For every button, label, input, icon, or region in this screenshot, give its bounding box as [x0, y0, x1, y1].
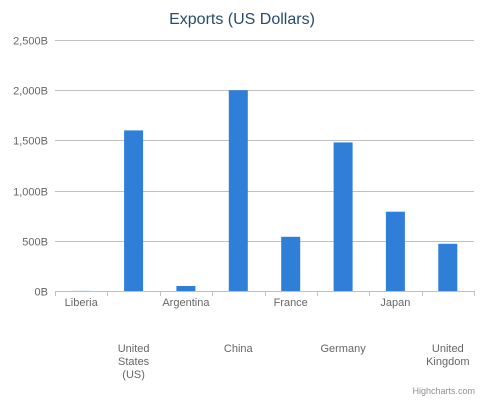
y-tick-label: 2,000B [13, 86, 48, 98]
x-tick-label-line: Japan [380, 297, 410, 309]
x-tick-label-line: United [118, 343, 150, 355]
chart-title: Exports (US Dollars) [169, 11, 315, 28]
credits-link[interactable]: Highcharts.com [412, 386, 475, 396]
y-tick-label: 0B [35, 287, 48, 299]
bar[interactable] [385, 211, 405, 291]
x-tick-label: Argentina [162, 297, 210, 309]
bar[interactable] [333, 142, 353, 291]
x-tick-label-line: Liberia [65, 297, 99, 309]
y-tick-label: 2,500B [13, 36, 48, 48]
x-tick-label: United Kingdom [426, 343, 469, 368]
y-tick-label: 1,000B [13, 187, 48, 199]
x-tick-label-line: Argentina [162, 297, 210, 309]
y-tick-label: 500B [22, 237, 48, 249]
x-tick-label-line: States [118, 356, 150, 368]
x-tick-label-line: China [224, 343, 254, 355]
bar[interactable] [228, 90, 248, 291]
x-tick-label: China [224, 343, 254, 355]
x-tick-label: Germany [320, 343, 366, 355]
y-tick-label: 1,500B [13, 136, 48, 148]
x-tick-label: United States (US) [118, 343, 150, 381]
bar[interactable] [176, 286, 196, 291]
x-tick-label-line: Kingdom [426, 356, 469, 368]
x-tick-label: France [274, 297, 308, 309]
x-tick-label-line: (US) [122, 369, 145, 381]
gridlines [55, 40, 474, 292]
x-tick-label: Japan [380, 297, 410, 309]
x-tick-label-line: United [432, 343, 464, 355]
bars [71, 90, 458, 291]
y-axis-tick-labels: 0B 500B 1,000B 1,500B 2,000B 2,500B [13, 36, 48, 299]
bar[interactable] [281, 236, 301, 291]
x-tick-label: Liberia [65, 297, 99, 309]
x-tick-label-line: Germany [320, 343, 366, 355]
bar[interactable] [438, 243, 458, 291]
bar[interactable] [124, 130, 144, 291]
x-tick-label-line: France [274, 297, 308, 309]
